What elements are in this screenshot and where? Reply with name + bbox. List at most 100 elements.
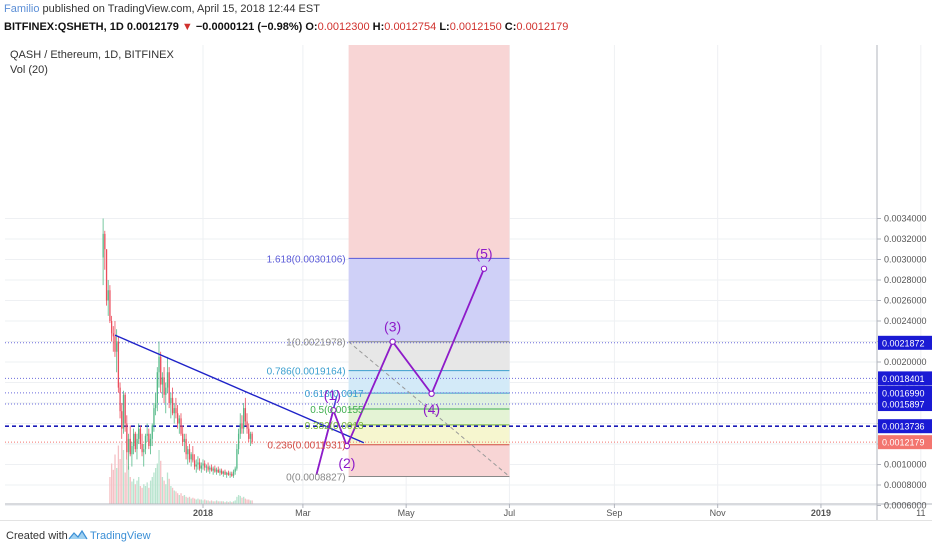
volume-bar <box>239 495 241 504</box>
candle-body <box>148 433 150 447</box>
candle-body <box>246 421 248 429</box>
chart-header: Familio published on TradingView.com, Ap… <box>0 0 932 40</box>
volume-bar <box>185 496 187 504</box>
candle-body <box>249 433 252 439</box>
candle-body <box>153 408 155 426</box>
volume-bar <box>160 460 162 504</box>
author-link[interactable]: Familio <box>4 3 40 15</box>
candle-body <box>171 397 174 414</box>
candle-body <box>160 356 162 385</box>
price-chart[interactable]: 1.618(0.0030106) 1(0.0021978) 0.786(0.0019… <box>0 40 932 520</box>
candle-body <box>105 249 108 301</box>
candle-body <box>177 413 179 424</box>
candle-body <box>104 233 106 250</box>
volume-bar <box>153 472 155 504</box>
volume-bar <box>163 480 165 504</box>
candle-body <box>116 341 118 352</box>
tradingview-link[interactable]: TradingView <box>90 530 151 542</box>
candle-body <box>144 435 147 450</box>
volume-bar <box>127 466 130 504</box>
wave-point <box>428 390 435 397</box>
candle-body <box>241 423 243 429</box>
candle-body <box>244 408 247 422</box>
candle-body <box>183 438 186 442</box>
overlays <box>114 265 488 475</box>
y-tick-label: 0.0034000 <box>884 214 927 224</box>
volume-bar <box>168 478 170 504</box>
x-tick-label: 2018 <box>193 508 213 518</box>
price-tag <box>878 371 932 386</box>
volume-bar <box>161 477 164 504</box>
y-tick-label: 0.0006000 <box>884 501 927 511</box>
volume-bar <box>187 497 189 504</box>
volume-bar <box>214 501 216 504</box>
volume-bar <box>241 497 243 504</box>
volume-bar <box>234 500 236 504</box>
stop-loss-zone <box>348 444 510 477</box>
wave-label: (3) <box>384 319 401 335</box>
candle-body <box>204 463 206 468</box>
candle-body <box>129 438 131 455</box>
price-tag <box>878 435 932 450</box>
fib-level-label: 0.382(0.0013 <box>305 421 364 432</box>
low-label: L: <box>439 21 450 33</box>
volume-bar <box>132 478 135 504</box>
price-tag-label: 0.0018401 <box>882 374 925 384</box>
wave-label: (5) <box>475 246 492 262</box>
candle-body <box>192 454 194 461</box>
axes: 0.0034000 0.0032000 0.0030000 0.0028000 0.00… <box>5 45 932 520</box>
candle-body <box>188 449 191 460</box>
candle-body <box>110 321 113 334</box>
close-value: 0.0012179 <box>516 21 569 33</box>
candle-body <box>248 428 250 439</box>
price-tag <box>878 385 932 400</box>
volume-bar <box>195 499 197 504</box>
candle-body <box>178 418 180 424</box>
open-label: O: <box>305 21 318 33</box>
candle-body <box>231 473 233 476</box>
tradingview-logo-icon[interactable] <box>68 528 88 542</box>
volume-bar <box>166 472 169 504</box>
candle-body <box>214 468 216 472</box>
candle-body <box>237 433 240 450</box>
fib-level-label: 0.5(0.00155 <box>310 405 364 416</box>
y-tick-label: 0.0010000 <box>884 460 927 470</box>
volume-bar <box>193 498 196 504</box>
elliott-wave-path <box>315 268 485 475</box>
close-label: C: <box>504 21 517 33</box>
candle-body <box>209 467 211 470</box>
candle-body <box>234 468 236 472</box>
candle-body <box>227 472 230 475</box>
volume-bar <box>149 480 152 504</box>
candle-body <box>229 473 231 475</box>
candle-body <box>222 471 225 474</box>
chart-frame[interactable]: 1.618(0.0030106) 1(0.0021978) 0.786(0.0019… <box>0 40 932 525</box>
candle-body <box>146 433 148 436</box>
candle-body <box>243 408 245 429</box>
volume-bar <box>129 477 131 504</box>
wave-label: (1) <box>324 387 341 403</box>
volume-bar <box>243 496 245 504</box>
volume-bar <box>192 497 194 504</box>
fib-zones <box>348 45 510 478</box>
candle-body <box>141 444 143 453</box>
volume-bar <box>237 495 240 504</box>
volume-bar <box>217 501 219 504</box>
low-value: 0.0012150 <box>449 21 502 33</box>
fib-level-label: 0.236(0.0011931) <box>267 441 345 452</box>
volume-bar <box>226 501 228 504</box>
candle-body <box>173 408 175 414</box>
volume-bar <box>221 501 223 504</box>
fib-band <box>348 370 510 394</box>
volume-bar <box>116 468 118 504</box>
candle-body <box>163 377 165 395</box>
candle-body <box>195 464 197 467</box>
volume-bar <box>209 501 211 504</box>
y-tick-label: 0.0020000 <box>884 357 927 367</box>
footer: Created with TradingView <box>0 520 932 551</box>
volume-bar <box>197 498 199 504</box>
volume-bar <box>244 498 247 504</box>
candle-body <box>127 438 130 453</box>
y-tick-label: 0.0028000 <box>884 275 927 285</box>
volume-bar <box>119 459 121 504</box>
